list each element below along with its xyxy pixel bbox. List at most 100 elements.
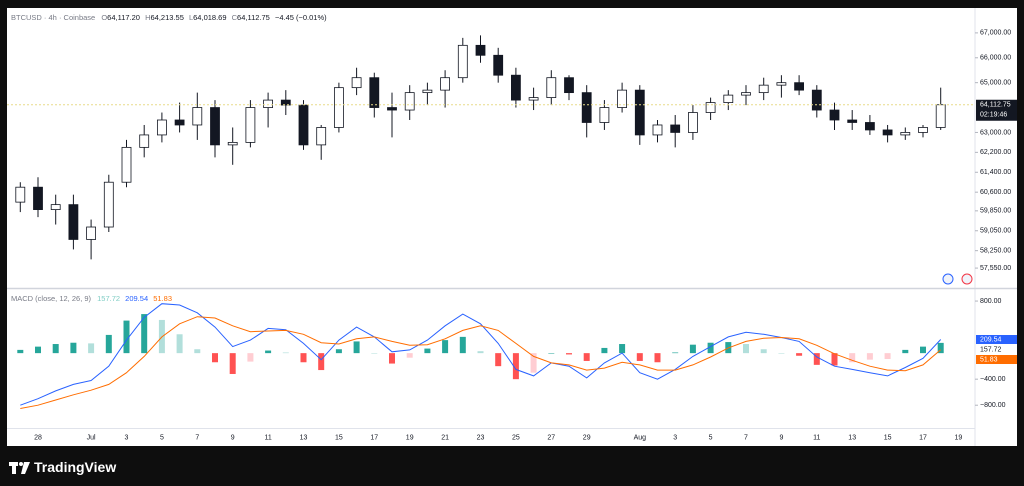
- x-tick-label: 5: [709, 434, 713, 441]
- close-value: 64,112.75: [237, 13, 270, 22]
- x-tick-label: Aug: [634, 434, 647, 441]
- candle-body: [210, 107, 220, 146]
- countdown: 02:19:46: [980, 112, 1007, 119]
- candle-body: [333, 87, 344, 128]
- value-box: [976, 345, 1017, 355]
- candle-body: [882, 129, 893, 136]
- symbol: BTCUSD · 4h · Coinbase O64,117.20 H64,21…: [11, 13, 327, 22]
- candle-body: [599, 107, 610, 123]
- candle-body: [103, 181, 114, 228]
- candle-body: [121, 146, 132, 183]
- candle-body: [829, 109, 840, 121]
- candle-body: [847, 119, 858, 123]
- histogram-bar: [353, 341, 360, 354]
- histogram-bar: [512, 353, 519, 380]
- candle-body: [68, 204, 79, 240]
- last-price-box: [976, 99, 1017, 121]
- hist-legend: 157.72: [97, 294, 120, 303]
- brand: TradingView: [9, 459, 116, 475]
- candle-body: [50, 204, 61, 210]
- close-label: C: [232, 13, 238, 22]
- histogram-bar: [707, 342, 714, 354]
- x-tick-label: 21: [441, 434, 449, 441]
- histogram-bar: [459, 336, 466, 354]
- low-label: L: [189, 13, 193, 22]
- candle-body: [918, 127, 928, 133]
- y-tick-label: 63,000.00: [980, 129, 1011, 136]
- value-box: [976, 335, 1017, 345]
- x-tick-label: 11: [264, 434, 271, 441]
- macd-title: MACD (close, 12, 26, 9): [11, 294, 92, 303]
- histogram-bar: [424, 348, 431, 354]
- x-tick-label: 17: [370, 434, 378, 441]
- histogram-bar: [52, 344, 59, 354]
- y-tick-label: 800.00: [980, 298, 1002, 305]
- candle-body: [493, 54, 504, 76]
- histogram-bar: [672, 352, 679, 354]
- candle-body: [86, 226, 96, 240]
- x-tick-label: 17: [919, 434, 927, 441]
- histogram-bar: [105, 334, 112, 354]
- last-price-label: 64,112.75: [980, 102, 1011, 109]
- y-tick-label: 59,850.00: [980, 208, 1011, 215]
- candle-body: [280, 99, 291, 106]
- histogram-bar: [884, 353, 891, 359]
- histogram-bar: [442, 340, 449, 354]
- candle-body: [316, 127, 327, 146]
- x-tick-label: 9: [779, 434, 783, 441]
- candle-body: [404, 92, 415, 111]
- event-icon: [942, 273, 954, 285]
- candle-body: [811, 89, 822, 111]
- high-value: 64,213.55: [151, 13, 184, 22]
- macd-line: [20, 303, 942, 406]
- candles: [15, 35, 946, 260]
- histogram-bar: [371, 353, 378, 354]
- candle-body: [564, 77, 574, 94]
- histogram-bar: [300, 353, 307, 363]
- candle-body: [741, 92, 751, 96]
- candle-body: [794, 82, 804, 91]
- x-tick-label: 3: [125, 434, 129, 441]
- histogram-bar: [35, 346, 41, 354]
- brand-name: TradingView: [34, 459, 116, 475]
- candle-body: [581, 92, 592, 123]
- histogram-bar: [318, 353, 325, 371]
- logo-stem: [12, 462, 16, 474]
- candle-body: [227, 141, 238, 146]
- candle-body: [776, 82, 787, 86]
- histogram-bar: [88, 343, 95, 354]
- macd-legend-value: 209.54: [125, 294, 148, 303]
- histogram-bar: [920, 346, 926, 354]
- candle-body: [510, 74, 521, 101]
- histogram-bar: [70, 342, 77, 354]
- histogram-bar: [689, 344, 696, 354]
- logo-dot: [19, 462, 23, 466]
- exchange: Coinbase: [64, 13, 96, 22]
- y-tick-label: 61,400.00: [980, 169, 1011, 176]
- candle-body: [263, 99, 274, 108]
- x-tick-label: 3: [673, 434, 677, 441]
- histogram-bar: [796, 353, 803, 356]
- histogram-bar: [229, 353, 236, 374]
- candle-body: [865, 122, 875, 131]
- histogram-bar: [813, 353, 820, 365]
- histogram-bar: [636, 353, 643, 361]
- candle-body: [15, 186, 26, 203]
- value-box-label: 157.72: [980, 346, 1002, 353]
- y-tick-label: 67,000.00: [980, 30, 1011, 37]
- open-value: 64,117.20: [107, 13, 140, 22]
- histogram-bar: [831, 353, 838, 366]
- histogram-bar: [123, 320, 130, 354]
- macd-legend: MACD (close, 12, 26, 9) 157.72 209.54 51…: [11, 294, 172, 303]
- x-tick-label: 11: [813, 434, 820, 441]
- value-box-label: 51.83: [980, 356, 998, 363]
- histogram-bar: [265, 350, 272, 354]
- histogram-bar: [937, 342, 944, 354]
- x-tick-label: Jul: [87, 434, 96, 441]
- histogram-bar: [619, 344, 626, 354]
- x-tick-label: 27: [547, 434, 555, 441]
- candle-body: [652, 124, 663, 136]
- histogram-bar: [530, 353, 537, 373]
- histogram-bar: [654, 353, 661, 363]
- value-box: [976, 355, 1017, 365]
